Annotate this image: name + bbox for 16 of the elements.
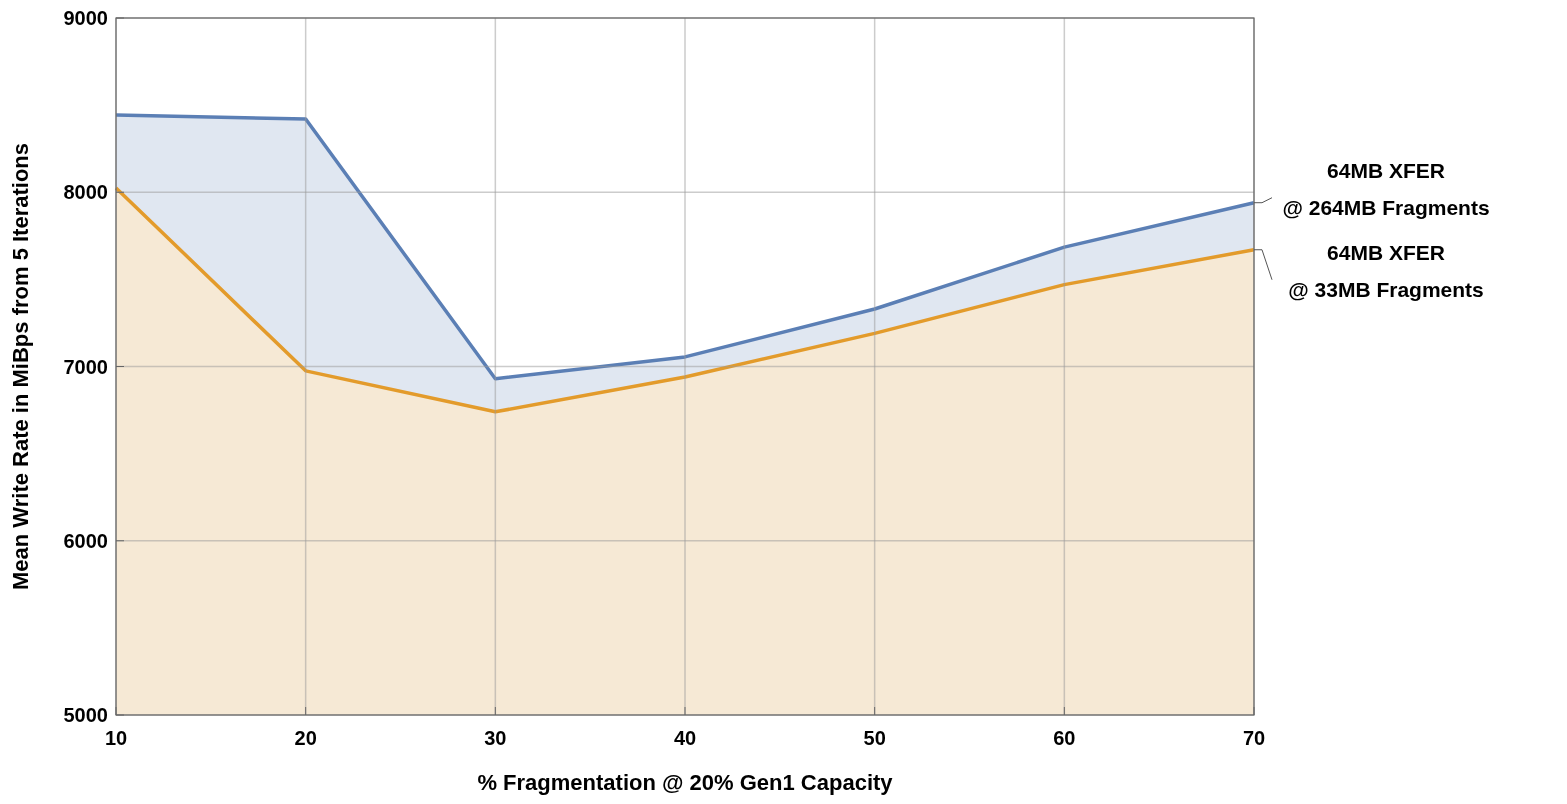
x-tick-label: 20: [294, 727, 317, 749]
x-tick-label: 30: [484, 727, 507, 749]
x-tick-label: 10: [104, 727, 128, 749]
x-axis-title: % Fragmentation @ 20% Gen1 Capacity: [477, 770, 894, 795]
series-label: 64MB XFER @ 264MB Fragments: [1282, 158, 1490, 219]
x-tick-label: 40: [673, 727, 697, 749]
y-tick-label: 5000: [63, 704, 108, 726]
x-tick-label: 60: [1053, 727, 1076, 749]
y-tick-label: 9000: [63, 7, 108, 29]
x-tick-label: 50: [863, 727, 886, 749]
y-axis-title: Mean Write Rate in MiBps from 5 Iterations: [8, 142, 33, 591]
x-tick-label: 70: [1242, 727, 1266, 749]
y-tick-label: 7000: [63, 355, 108, 378]
y-tick-label: 8000: [63, 181, 108, 204]
series-label: 64MB XFER @ 33MB Fragments: [1288, 240, 1484, 301]
y-tick-label: 6000: [63, 529, 108, 552]
